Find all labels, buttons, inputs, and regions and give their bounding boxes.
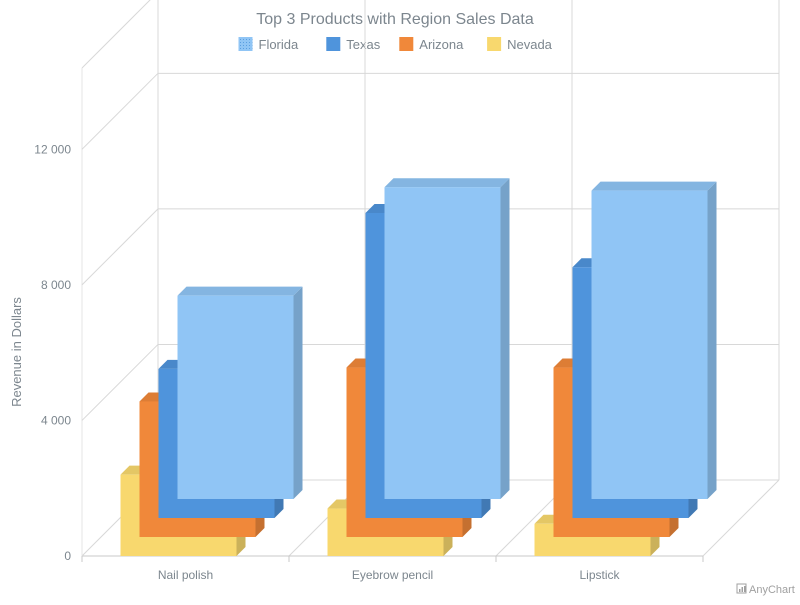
y-axis-label: Revenue in Dollars <box>9 297 24 407</box>
x-tick-label: Nail polish <box>158 568 213 582</box>
legend-swatch <box>238 37 253 51</box>
bar-florida-lipstick <box>591 181 717 499</box>
y-tick-label: 12 000 <box>34 142 71 156</box>
credit-text: AnyChart <box>749 584 795 596</box>
legend-swatch <box>326 37 341 51</box>
legend: Florida Texas Arizona Nevada <box>238 37 553 52</box>
bar-top-face <box>177 286 303 296</box>
floor-grid-line <box>702 479 780 557</box>
bar-side-face <box>500 178 510 499</box>
legend-item-florida: Florida <box>238 37 300 52</box>
chart-title: Top 3 Products with Region Sales Data <box>256 11 534 28</box>
legend-label: Florida <box>259 37 300 52</box>
side-grid-line <box>81 72 159 150</box>
bar-florida-nail-polish <box>177 286 303 499</box>
credit-link[interactable]: AnyChart <box>736 583 795 596</box>
bar-side-face <box>707 181 717 499</box>
x-tick-label: Eyebrow pencil <box>352 568 433 582</box>
bars <box>120 178 717 556</box>
bar-front-face <box>177 295 294 499</box>
legend-label: Texas <box>346 37 380 52</box>
x-tick-label: Lipstick <box>579 568 620 582</box>
anychart-logo-icon <box>736 583 747 594</box>
bar-front-face <box>591 190 708 499</box>
y-tick-label: 8 000 <box>41 278 71 292</box>
y-axis: 0 4 000 8 000 12 000 <box>34 142 71 563</box>
legend-label: Arizona <box>419 37 464 52</box>
legend-label: Nevada <box>507 37 553 52</box>
bar-florida-eyebrow-pencil <box>384 178 510 499</box>
legend-swatch <box>399 37 414 51</box>
bar-front-face <box>384 187 501 499</box>
side-grid-line <box>81 344 159 421</box>
legend-swatch <box>487 37 502 51</box>
legend-item-nevada: Nevada <box>487 37 553 52</box>
y-tick-label: 4 000 <box>41 413 71 427</box>
bar-top-face <box>384 178 510 188</box>
legend-item-texas: Texas <box>326 37 381 52</box>
y-tick-label: 0 <box>64 549 71 563</box>
bar-side-face <box>293 286 303 499</box>
x-axis: Nail polish Eyebrow pencil Lipstick <box>81 556 704 582</box>
legend-item-arizona: Arizona <box>399 37 464 52</box>
side-grid-line <box>81 208 159 286</box>
bar-top-face <box>591 181 717 191</box>
side-wall-top-edge <box>81 0 151 69</box>
